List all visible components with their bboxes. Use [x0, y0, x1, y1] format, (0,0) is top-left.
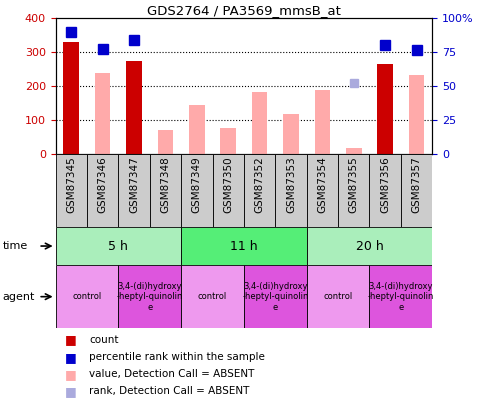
Text: control: control [324, 292, 353, 301]
Text: control: control [198, 292, 227, 301]
FancyBboxPatch shape [181, 154, 213, 227]
Text: 3,4-(di)hydroxy
-heptyl-quinolin
e: 3,4-(di)hydroxy -heptyl-quinolin e [242, 282, 309, 311]
FancyBboxPatch shape [87, 154, 118, 227]
Text: GSM87350: GSM87350 [223, 156, 233, 213]
Text: GSM87352: GSM87352 [255, 156, 265, 213]
Text: GSM87348: GSM87348 [160, 156, 170, 213]
Text: GSM87353: GSM87353 [286, 156, 296, 213]
Bar [377, 64, 393, 154]
FancyBboxPatch shape [307, 227, 432, 265]
FancyBboxPatch shape [369, 154, 401, 227]
FancyBboxPatch shape [275, 154, 307, 227]
Bar [220, 128, 236, 154]
Title: GDS2764 / PA3569_mmsB_at: GDS2764 / PA3569_mmsB_at [147, 4, 341, 17]
Text: value, Detection Call = ABSENT: value, Detection Call = ABSENT [89, 369, 255, 379]
FancyBboxPatch shape [213, 154, 244, 227]
Bar [63, 42, 79, 154]
FancyBboxPatch shape [181, 227, 307, 265]
Text: ■: ■ [65, 334, 77, 347]
Text: ■: ■ [65, 351, 77, 364]
FancyBboxPatch shape [244, 154, 275, 227]
Text: agent: agent [2, 292, 35, 302]
FancyBboxPatch shape [150, 154, 181, 227]
Text: ■: ■ [65, 385, 77, 398]
Bar [314, 90, 330, 154]
Text: GSM87357: GSM87357 [412, 156, 422, 213]
Text: GSM87347: GSM87347 [129, 156, 139, 213]
Text: time: time [2, 241, 28, 251]
Bar [283, 114, 299, 154]
Text: control: control [72, 292, 101, 301]
FancyBboxPatch shape [307, 154, 338, 227]
FancyBboxPatch shape [369, 265, 432, 328]
Bar [157, 130, 173, 154]
Text: GSM87346: GSM87346 [98, 156, 108, 213]
Bar [252, 92, 268, 154]
Bar [126, 61, 142, 154]
Bar [346, 148, 362, 154]
FancyBboxPatch shape [401, 154, 432, 227]
Text: count: count [89, 335, 119, 345]
Text: 5 h: 5 h [108, 239, 128, 253]
Text: rank, Detection Call = ABSENT: rank, Detection Call = ABSENT [89, 386, 250, 396]
FancyBboxPatch shape [118, 265, 181, 328]
Text: 20 h: 20 h [355, 239, 384, 253]
Text: GSM87355: GSM87355 [349, 156, 359, 213]
FancyBboxPatch shape [118, 154, 150, 227]
Text: GSM87349: GSM87349 [192, 156, 202, 213]
FancyBboxPatch shape [56, 227, 181, 265]
Text: 3,4-(di)hydroxy
-heptyl-quinolin
e: 3,4-(di)hydroxy -heptyl-quinolin e [368, 282, 434, 311]
FancyBboxPatch shape [244, 265, 307, 328]
Text: 3,4-(di)hydroxy
-heptyl-quinolin
e: 3,4-(di)hydroxy -heptyl-quinolin e [116, 282, 183, 311]
Bar [95, 73, 111, 154]
Text: GSM87354: GSM87354 [317, 156, 327, 213]
FancyBboxPatch shape [56, 265, 118, 328]
FancyBboxPatch shape [181, 265, 244, 328]
FancyBboxPatch shape [56, 154, 87, 227]
Text: percentile rank within the sample: percentile rank within the sample [89, 352, 265, 362]
Text: ■: ■ [65, 368, 77, 381]
Bar [409, 75, 425, 154]
FancyBboxPatch shape [307, 265, 369, 328]
Bar [189, 105, 205, 154]
Text: 11 h: 11 h [230, 239, 258, 253]
FancyBboxPatch shape [338, 154, 369, 227]
Text: GSM87345: GSM87345 [66, 156, 76, 213]
Text: GSM87356: GSM87356 [380, 156, 390, 213]
